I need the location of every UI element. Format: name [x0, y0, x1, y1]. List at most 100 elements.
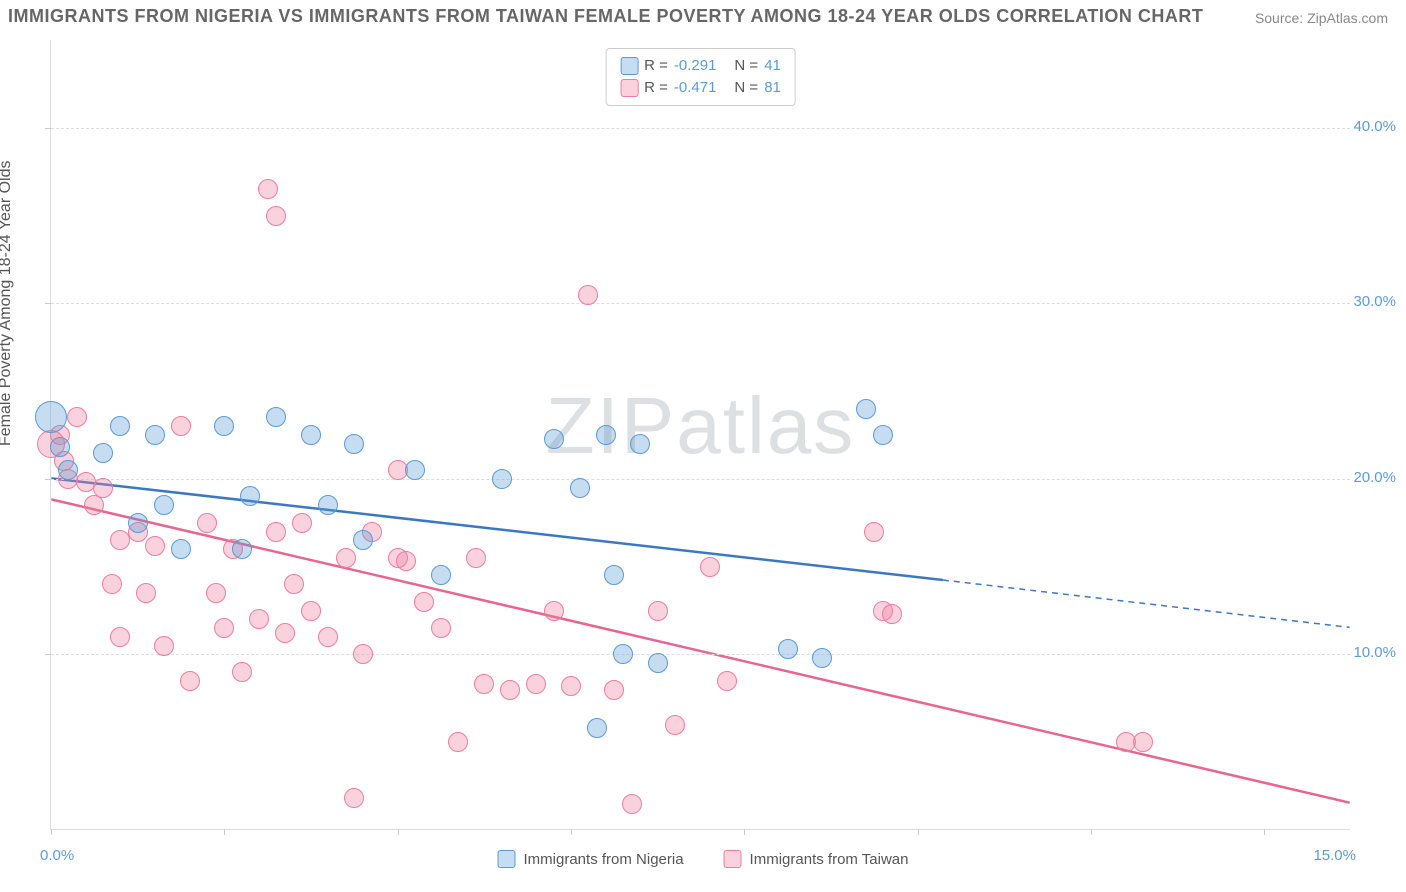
y-tick — [45, 303, 51, 304]
legend-item: Immigrants from Nigeria — [498, 850, 684, 868]
data-point — [84, 495, 104, 515]
y-tick — [45, 654, 51, 655]
data-point — [258, 179, 278, 199]
data-point — [648, 653, 668, 673]
data-point — [492, 469, 512, 489]
data-point — [128, 513, 148, 533]
x-tick — [224, 829, 225, 835]
data-point — [812, 648, 832, 668]
data-point — [613, 644, 633, 664]
data-point — [232, 662, 252, 682]
data-point — [500, 680, 520, 700]
data-point — [405, 460, 425, 480]
y-tick-label: 30.0% — [1353, 293, 1396, 310]
data-point — [448, 732, 468, 752]
gridline — [51, 654, 1350, 655]
legend-swatch — [620, 79, 638, 97]
data-point — [630, 434, 650, 454]
data-point — [318, 495, 338, 515]
data-point — [154, 636, 174, 656]
data-point — [136, 583, 156, 603]
x-axis-min-label: 0.0% — [40, 847, 74, 864]
gridline — [51, 479, 1350, 480]
data-point — [864, 522, 884, 542]
legend-swatch — [498, 850, 516, 868]
watermark: ZIPatlas — [546, 379, 855, 471]
data-point — [110, 416, 130, 436]
legend-r-label: R = — [644, 55, 668, 77]
data-point — [35, 401, 67, 433]
trend-lines — [51, 40, 1350, 829]
data-point — [214, 618, 234, 638]
data-point — [145, 536, 165, 556]
data-point — [873, 425, 893, 445]
source-attribution: Source: ZipAtlas.com — [1255, 10, 1388, 26]
x-tick — [1091, 829, 1092, 835]
data-point — [171, 416, 191, 436]
x-tick — [744, 829, 745, 835]
legend-n-label: N = — [734, 77, 758, 99]
y-tick-label: 40.0% — [1353, 118, 1396, 135]
y-tick — [45, 479, 51, 480]
data-point — [154, 495, 174, 515]
legend-row: R = -0.471 N = 81 — [620, 77, 781, 99]
data-point — [622, 794, 642, 814]
plot-area: ZIPatlas R = -0.291 N = 41 R = -0.471 N … — [50, 40, 1350, 830]
x-tick — [918, 829, 919, 835]
data-point — [266, 407, 286, 427]
data-point — [145, 425, 165, 445]
legend-swatch — [724, 850, 742, 868]
data-point — [284, 574, 304, 594]
data-point — [318, 627, 338, 647]
data-point — [570, 478, 590, 498]
y-tick — [45, 128, 51, 129]
data-point — [700, 557, 720, 577]
data-point — [240, 486, 260, 506]
data-point — [249, 609, 269, 629]
legend-row: R = -0.291 N = 41 — [620, 55, 781, 77]
data-point — [353, 530, 373, 550]
data-point — [587, 718, 607, 738]
data-point — [604, 680, 624, 700]
y-axis-label: Female Poverty Among 18-24 Year Olds — [0, 161, 15, 447]
data-point — [561, 676, 581, 696]
legend-n-value: 81 — [764, 77, 781, 99]
data-point — [604, 565, 624, 585]
data-point — [58, 460, 78, 480]
data-point — [856, 399, 876, 419]
data-point — [578, 285, 598, 305]
legend-series-label: Immigrants from Taiwan — [750, 851, 909, 868]
data-point — [50, 437, 70, 457]
x-tick — [1264, 829, 1265, 835]
series-legend: Immigrants from Nigeria Immigrants from … — [498, 850, 909, 868]
watermark-bold: ZIP — [546, 380, 676, 469]
data-point — [266, 206, 286, 226]
data-point — [93, 478, 113, 498]
data-point — [396, 551, 416, 571]
data-point — [414, 592, 434, 612]
gridline — [51, 303, 1350, 304]
watermark-light: atlas — [676, 380, 855, 469]
data-point — [648, 601, 668, 621]
correlation-legend: R = -0.291 N = 41 R = -0.471 N = 81 — [605, 48, 796, 106]
data-point — [301, 425, 321, 445]
data-point — [180, 671, 200, 691]
data-point — [301, 601, 321, 621]
data-point — [336, 548, 356, 568]
legend-item: Immigrants from Taiwan — [724, 850, 909, 868]
legend-series-label: Immigrants from Nigeria — [524, 851, 684, 868]
data-point — [275, 623, 295, 643]
data-point — [344, 788, 364, 808]
data-point — [197, 513, 217, 533]
x-tick — [571, 829, 572, 835]
data-point — [882, 604, 902, 624]
gridline — [51, 128, 1350, 129]
legend-r-value: -0.291 — [674, 55, 717, 77]
data-point — [93, 443, 113, 463]
legend-n-label: N = — [734, 55, 758, 77]
legend-swatch — [620, 57, 638, 75]
data-point — [102, 574, 122, 594]
data-point — [474, 674, 494, 694]
chart-title: IMMIGRANTS FROM NIGERIA VS IMMIGRANTS FR… — [8, 6, 1203, 27]
data-point — [526, 674, 546, 694]
